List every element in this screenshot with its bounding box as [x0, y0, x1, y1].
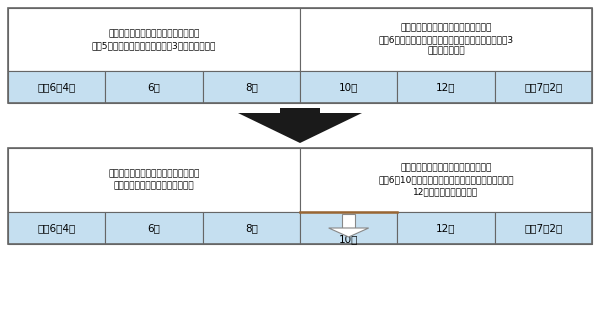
Text: 8月: 8月: [245, 82, 258, 92]
Bar: [300, 212, 397, 244]
Bar: [106, 212, 203, 244]
Text: 令和7年2月: 令和7年2月: [524, 223, 562, 233]
Bar: [300, 71, 397, 103]
Bar: [8, 212, 106, 244]
Text: 10月: 10月: [339, 234, 358, 244]
Text: 年金特別徴収（年金天引き）の本徴収
令和6年度分の住民税額から仮徴収分を除いた税額を3
回に分けて徴収: 年金特別徴収（年金天引き）の本徴収 令和6年度分の住民税額から仮徴収分を除いた税…: [379, 23, 514, 56]
Bar: [300, 148, 592, 212]
Bar: [280, 108, 320, 113]
Bar: [494, 71, 592, 103]
Text: 10月: 10月: [339, 82, 358, 92]
Text: 8月: 8月: [245, 223, 258, 233]
Bar: [203, 71, 300, 103]
Bar: [106, 71, 203, 103]
Polygon shape: [329, 228, 368, 237]
Text: 令和6年4月: 令和6年4月: [38, 82, 76, 92]
Text: 令和6年4月: 令和6年4月: [38, 223, 76, 233]
Polygon shape: [238, 113, 362, 143]
Bar: [397, 212, 494, 244]
Bar: [8, 8, 592, 103]
Bar: [342, 214, 355, 228]
Bar: [8, 148, 300, 212]
Text: 年金特別徴収（年金天引き）の仮徴収
令和5年度分の住民税額の半分を3回に分けて徴収: 年金特別徴収（年金天引き）の仮徴収 令和5年度分の住民税額の半分を3回に分けて徴…: [92, 29, 216, 50]
Bar: [397, 71, 494, 103]
Bar: [8, 8, 300, 71]
Bar: [8, 71, 106, 103]
Bar: [203, 212, 300, 244]
Text: 12月: 12月: [436, 223, 456, 233]
Text: 年金特別徴収（年金天引き）の仮徴収
の期間については、減税しません: 年金特別徴収（年金天引き）の仮徴収 の期間については、減税しません: [109, 170, 200, 190]
Bar: [300, 8, 592, 71]
Bar: [8, 148, 592, 244]
Bar: [494, 212, 592, 244]
Text: 令和7年2月: 令和7年2月: [524, 82, 562, 92]
Text: 12月: 12月: [436, 82, 456, 92]
Text: 年金特別徴収（年金天引き）の本徴収
令和6年10月分から減税し、減税しきれない場合は、
12月分以降より順次減税: 年金特別徴収（年金天引き）の本徴収 令和6年10月分から減税し、減税しきれない場…: [378, 164, 514, 196]
Text: 6月: 6月: [148, 223, 160, 233]
Text: 6月: 6月: [148, 82, 160, 92]
